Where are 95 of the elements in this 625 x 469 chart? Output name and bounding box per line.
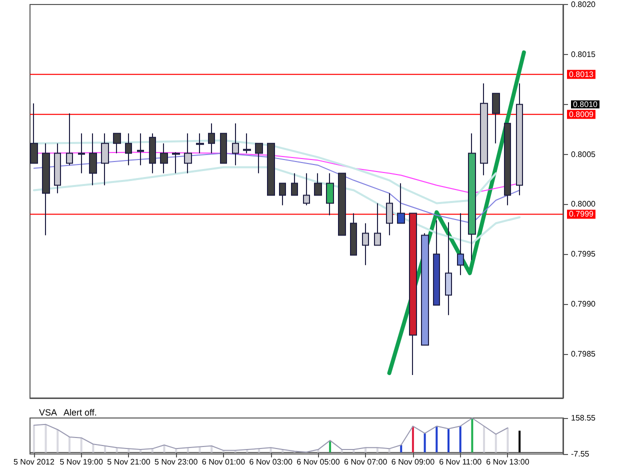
candlestick [232,122,239,166]
y-tick-label: -7.55 [571,450,590,458]
candlestick [338,172,346,236]
bar [104,446,106,452]
bar [210,446,213,452]
y-tick-label: 0.7990 [571,300,596,309]
bar [412,426,414,452]
candlestick [220,132,227,164]
candlestick [468,132,476,261]
candlestick [421,232,429,346]
candlestick [30,102,38,164]
x-tick-label: 6 Nov 07:00 [344,458,388,466]
bar [44,424,47,452]
candlestick [149,132,156,174]
bar [92,444,94,452]
candlestick [196,132,204,154]
candlestick [303,172,310,206]
candlestick [279,182,286,206]
y-tick-label: 0.8010 [573,100,598,109]
ref-line-label: 0.8013 [569,70,594,79]
ref-line-label: 0.8009 [569,110,594,119]
x-tick-label: 6 Nov 05:00 [296,458,340,466]
bar [436,426,438,452]
x-tick-label: 6 Nov 11:00 [439,458,482,466]
candlestick [314,172,322,196]
y-tick-label: 0.8000 [571,200,596,209]
line-series [33,418,508,453]
bar [163,444,166,452]
bar [424,433,426,452]
bar [56,430,59,452]
bar [400,444,402,452]
chart-title: VSA Alert off. [39,408,97,418]
candlestick [291,172,298,196]
bar [376,448,378,452]
candlestick [362,222,369,266]
bar [80,438,82,452]
bar [518,430,521,452]
x-tick-label: 6 Nov 13:00 [486,458,530,466]
candlestick [457,212,464,276]
candlestick [255,142,263,174]
x-tick-label: 5 Nov 23:00 [154,458,198,466]
candlestick [184,132,192,174]
y-tick-label: 0.8005 [571,150,596,159]
candlestick [243,132,251,154]
x-tick-label: 6 Nov 09:00 [391,458,436,466]
candlestick [326,172,334,216]
candlestick [113,132,121,154]
y-tick-label: 0.7985 [571,350,596,359]
line-series [32,139,497,204]
bar [506,428,509,452]
bar [448,428,450,452]
candlestick [172,152,180,174]
x-tick-label: 5 Nov 19:00 [60,458,104,466]
candlestick [409,212,417,376]
x-tick-label: 5 Nov 2012 [13,458,55,466]
candlestick [386,192,393,236]
candlestick [492,92,500,144]
y-tick-label: 0.8020 [571,0,596,9]
bar [186,448,189,452]
candlestick [480,82,488,176]
candlestick [137,132,144,166]
ref-line-label: 0.7999 [569,210,594,219]
y-tick-label: 158.55 [571,414,596,422]
candlestick [516,82,523,196]
candlestick [78,132,85,174]
bar [459,426,462,452]
bar [68,436,70,452]
x-tick-label: 5 Nov 21:00 [107,458,151,466]
bar [494,434,497,452]
candlestick [445,222,452,316]
candlestick [267,142,275,196]
x-tick-label: 6 Nov 03:00 [249,458,293,466]
candlestick [208,122,215,154]
candlestick [42,142,50,236]
bar [483,426,486,452]
candlestick [66,112,73,166]
y-tick-label: 0.7995 [571,250,596,259]
bar [471,418,474,452]
candlestick [160,142,168,174]
y-tick-label: 0.8015 [571,50,596,59]
bar [329,440,332,452]
candlestick [125,132,132,166]
candlestick [89,132,97,186]
candlestick [397,182,405,224]
bar [116,448,118,452]
candlestick [504,122,511,206]
candlestick [350,212,357,256]
candlestick [101,132,109,186]
bar [364,448,367,452]
x-tick-label: 6 Nov 01:00 [202,458,246,466]
bar [32,425,35,452]
candlestick [433,220,440,306]
line-series [32,166,521,244]
candlestick [54,142,61,194]
candlestick [374,202,381,246]
